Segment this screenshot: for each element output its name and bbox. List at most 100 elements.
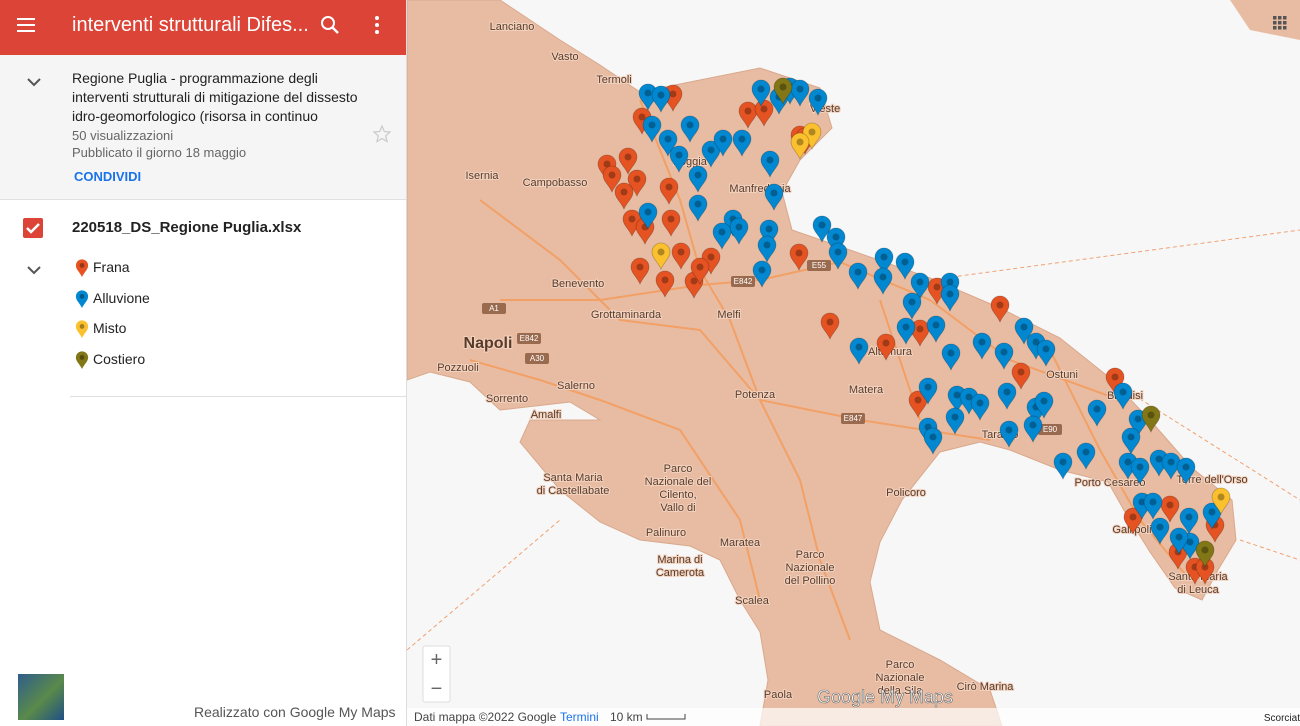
map-pin[interactable]	[618, 147, 638, 176]
map-pin[interactable]	[614, 182, 634, 211]
map-pin[interactable]	[789, 243, 809, 272]
map-pin[interactable]	[999, 420, 1019, 449]
map-pin[interactable]	[896, 317, 916, 346]
basemap-thumbnail[interactable]	[18, 674, 64, 720]
map-pin[interactable]	[848, 262, 868, 291]
zoom-out[interactable]: −	[431, 678, 443, 700]
map-pin[interactable]	[1036, 339, 1056, 368]
map-pin[interactable]	[760, 150, 780, 179]
map-pin[interactable]	[671, 242, 691, 271]
map-pin[interactable]	[808, 88, 828, 117]
map-pin[interactable]	[688, 194, 708, 223]
map-pin[interactable]	[651, 242, 671, 271]
map-pin[interactable]	[1123, 507, 1143, 536]
map-pin[interactable]	[759, 219, 779, 248]
map-pin[interactable]	[1160, 495, 1180, 524]
collapse-icon[interactable]	[27, 77, 41, 87]
map-pin[interactable]	[873, 267, 893, 296]
map-pin[interactable]	[680, 115, 700, 144]
star-icon[interactable]	[373, 125, 391, 143]
map-pin[interactable]	[1121, 427, 1141, 456]
search-icon[interactable]	[320, 15, 340, 35]
map-pin[interactable]	[972, 332, 992, 361]
map-pin[interactable]	[945, 407, 965, 436]
map-pin[interactable]	[602, 165, 622, 194]
map-pin[interactable]	[638, 83, 658, 112]
map-pin[interactable]	[812, 215, 832, 244]
map-pin[interactable]	[713, 129, 733, 158]
map-pin[interactable]	[622, 209, 642, 238]
more-icon[interactable]	[373, 15, 381, 35]
terms-link[interactable]: Termini	[560, 710, 599, 724]
map-pin[interactable]	[1113, 382, 1133, 411]
map-pin[interactable]	[1034, 391, 1054, 420]
map-pin[interactable]	[1076, 442, 1096, 471]
map-pin[interactable]	[1202, 502, 1222, 531]
map-pin[interactable]	[874, 247, 894, 276]
map-pin[interactable]	[902, 292, 922, 321]
map-pin[interactable]	[751, 79, 771, 108]
map-pin[interactable]	[994, 342, 1014, 371]
map-pin[interactable]	[690, 257, 710, 286]
map-pin[interactable]	[773, 77, 793, 106]
map-pin[interactable]	[764, 183, 784, 212]
map-pin[interactable]	[1211, 487, 1231, 516]
map-pin[interactable]	[926, 315, 946, 344]
map-pin[interactable]	[669, 145, 689, 174]
shortcuts[interactable]: Scorciat	[1264, 713, 1300, 724]
map-pin[interactable]	[826, 227, 846, 256]
map[interactable]: Lanciano Vasto Termoli Isernia Campobasso Ben…	[407, 0, 1300, 726]
map-pin[interactable]	[1014, 317, 1034, 346]
map-pin[interactable]	[752, 260, 772, 289]
map-pin[interactable]	[642, 115, 662, 144]
map-pin[interactable]	[1023, 415, 1043, 444]
map-pin[interactable]	[1150, 517, 1170, 546]
map-pin[interactable]	[729, 217, 749, 246]
share-button[interactable]: CONDIVIDI	[74, 169, 142, 184]
map-pin[interactable]	[849, 337, 869, 366]
map-pin[interactable]	[754, 99, 774, 128]
map-pin[interactable]	[732, 129, 752, 158]
map-pin[interactable]	[1169, 527, 1189, 556]
map-pin[interactable]	[910, 272, 930, 301]
map-pin[interactable]	[651, 85, 671, 114]
map-pin[interactable]	[1141, 405, 1161, 434]
map-pin[interactable]	[658, 129, 678, 158]
layer-checkbox[interactable]	[23, 218, 43, 238]
map-pin[interactable]	[876, 333, 896, 362]
map-pin[interactable]	[970, 393, 990, 422]
map-pin[interactable]	[918, 377, 938, 406]
map-pin[interactable]	[712, 222, 732, 251]
map-pin[interactable]	[997, 382, 1017, 411]
map-pin[interactable]	[908, 390, 928, 419]
zoom-in[interactable]: +	[431, 649, 443, 671]
map-pin[interactable]	[1143, 492, 1163, 521]
map-pin[interactable]	[923, 427, 943, 456]
map-pin[interactable]	[1053, 452, 1073, 481]
map-pin[interactable]	[701, 140, 721, 169]
map-pin[interactable]	[940, 284, 960, 313]
map-pin[interactable]	[895, 252, 915, 281]
map-pin[interactable]	[990, 295, 1010, 324]
map-pin[interactable]	[630, 257, 650, 286]
map-pin[interactable]	[790, 79, 810, 108]
apps-icon[interactable]	[1273, 16, 1287, 30]
map-pin[interactable]	[1195, 540, 1215, 569]
map-pin[interactable]	[659, 177, 679, 206]
map-pin[interactable]	[941, 343, 961, 372]
map-pin[interactable]	[790, 132, 810, 161]
map-pin[interactable]	[828, 242, 848, 271]
map-pin[interactable]	[1176, 457, 1196, 486]
map-pin[interactable]	[688, 165, 708, 194]
map-pin[interactable]	[757, 235, 777, 264]
map-pin[interactable]	[738, 101, 758, 130]
map-pin[interactable]	[820, 312, 840, 341]
map-pin[interactable]	[1011, 362, 1031, 391]
map-pin[interactable]	[1179, 507, 1199, 536]
map-pin[interactable]	[1087, 399, 1107, 428]
map-pin[interactable]	[910, 319, 930, 348]
map-pin[interactable]	[661, 209, 681, 238]
map-pin[interactable]	[1130, 457, 1150, 486]
map-pin[interactable]	[655, 270, 675, 299]
layer-collapse[interactable]	[27, 265, 41, 275]
